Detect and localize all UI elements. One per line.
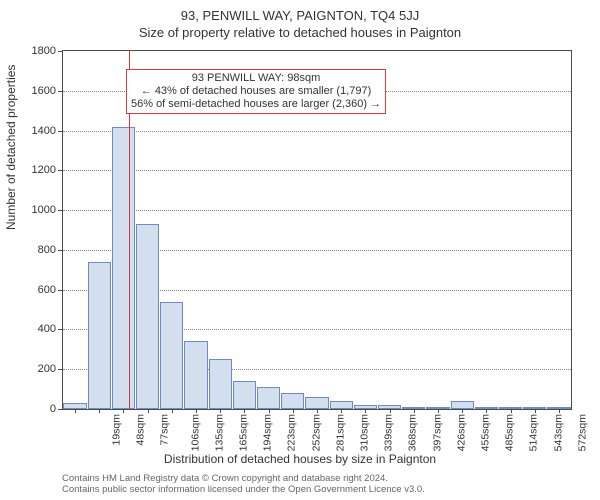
y-tick-label: 400: [16, 323, 56, 335]
y-tick-mark: [58, 250, 62, 251]
chart-plot-area: 93 PENWILL WAY: 98sqm← 43% of detached h…: [62, 50, 572, 410]
histogram-bar: [160, 302, 183, 409]
x-tick-mark: [196, 409, 197, 413]
histogram-bar: [112, 127, 135, 409]
annotation-box: 93 PENWILL WAY: 98sqm← 43% of detached h…: [126, 69, 386, 115]
x-tick-label: 543sqm: [552, 414, 564, 451]
footer-line-2: Contains public sector information licen…: [62, 485, 425, 496]
x-axis-label: Distribution of detached houses by size …: [0, 452, 600, 466]
x-tick-label: 165sqm: [237, 414, 249, 451]
annotation-line-1: 93 PENWILL WAY: 98sqm: [131, 72, 381, 85]
x-tick-label: 223sqm: [286, 414, 298, 451]
x-tick-label: 339sqm: [383, 414, 395, 451]
histogram-bar: [305, 397, 328, 409]
x-tick-mark: [535, 409, 536, 413]
x-tick-label: 426sqm: [455, 414, 467, 451]
x-tick-label: 397sqm: [431, 414, 443, 451]
x-tick-mark: [414, 409, 415, 413]
annotation-line-3: 56% of semi-detached houses are larger (…: [131, 98, 381, 111]
x-tick-label: 135sqm: [213, 414, 225, 451]
x-tick-label: 19sqm: [111, 414, 123, 446]
x-tick-mark: [293, 409, 294, 413]
x-tick-label: 106sqm: [189, 414, 201, 451]
y-tick-mark: [58, 210, 62, 211]
y-tick-label: 0: [16, 403, 56, 415]
x-tick-mark: [244, 409, 245, 413]
page-title: 93, PENWILL WAY, PAIGNTON, TQ4 5JJ: [0, 0, 600, 23]
x-tick-mark: [559, 409, 560, 413]
histogram-bar: [451, 401, 474, 409]
x-tick-label: 485sqm: [504, 414, 516, 451]
x-tick-label: 77sqm: [159, 414, 171, 446]
grid-line: [63, 131, 571, 132]
x-tick-label: 281sqm: [334, 414, 346, 451]
x-tick-label: 310sqm: [358, 414, 370, 451]
x-tick-mark: [75, 409, 76, 413]
y-tick-mark: [58, 91, 62, 92]
x-tick-mark: [220, 409, 221, 413]
y-tick-label: 1400: [16, 125, 56, 137]
grid-line: [63, 210, 571, 211]
histogram-bar: [136, 224, 159, 409]
histogram-bar: [281, 393, 304, 409]
x-tick-label: 48sqm: [135, 414, 147, 446]
x-tick-mark: [269, 409, 270, 413]
x-tick-label: 368sqm: [407, 414, 419, 451]
y-tick-mark: [58, 369, 62, 370]
page-subtitle: Size of property relative to detached ho…: [0, 23, 600, 40]
histogram-bar: [233, 381, 256, 409]
x-tick-label: 572sqm: [576, 414, 588, 451]
x-tick-mark: [123, 409, 124, 413]
y-tick-label: 1200: [16, 164, 56, 176]
x-tick-mark: [486, 409, 487, 413]
histogram-bar: [209, 359, 232, 409]
y-tick-mark: [58, 170, 62, 171]
y-tick-label: 1000: [16, 204, 56, 216]
x-tick-mark: [462, 409, 463, 413]
x-tick-mark: [365, 409, 366, 413]
grid-line: [63, 170, 571, 171]
x-tick-mark: [511, 409, 512, 413]
y-tick-mark: [58, 329, 62, 330]
annotation-line-2: ← 43% of detached houses are smaller (1,…: [131, 85, 381, 98]
x-tick-label: 455sqm: [479, 414, 491, 451]
x-tick-mark: [317, 409, 318, 413]
x-tick-mark: [341, 409, 342, 413]
x-tick-mark: [390, 409, 391, 413]
histogram-bar: [184, 341, 207, 409]
y-tick-label: 800: [16, 244, 56, 256]
y-tick-mark: [58, 51, 62, 52]
histogram-bar: [330, 401, 353, 409]
x-tick-mark: [172, 409, 173, 413]
x-tick-label: 252sqm: [310, 414, 322, 451]
x-tick-mark: [438, 409, 439, 413]
histogram-bar: [257, 387, 280, 409]
y-tick-mark: [58, 409, 62, 410]
y-tick-label: 1600: [16, 85, 56, 97]
y-tick-mark: [58, 131, 62, 132]
y-tick-label: 200: [16, 363, 56, 375]
x-tick-mark: [99, 409, 100, 413]
x-tick-mark: [148, 409, 149, 413]
footer-attribution: Contains HM Land Registry data © Crown c…: [62, 474, 425, 496]
y-tick-label: 600: [16, 284, 56, 296]
x-tick-label: 514sqm: [528, 414, 540, 451]
y-tick-mark: [58, 290, 62, 291]
x-tick-label: 194sqm: [262, 414, 274, 451]
histogram-bar: [88, 262, 111, 409]
y-tick-label: 1800: [16, 45, 56, 57]
